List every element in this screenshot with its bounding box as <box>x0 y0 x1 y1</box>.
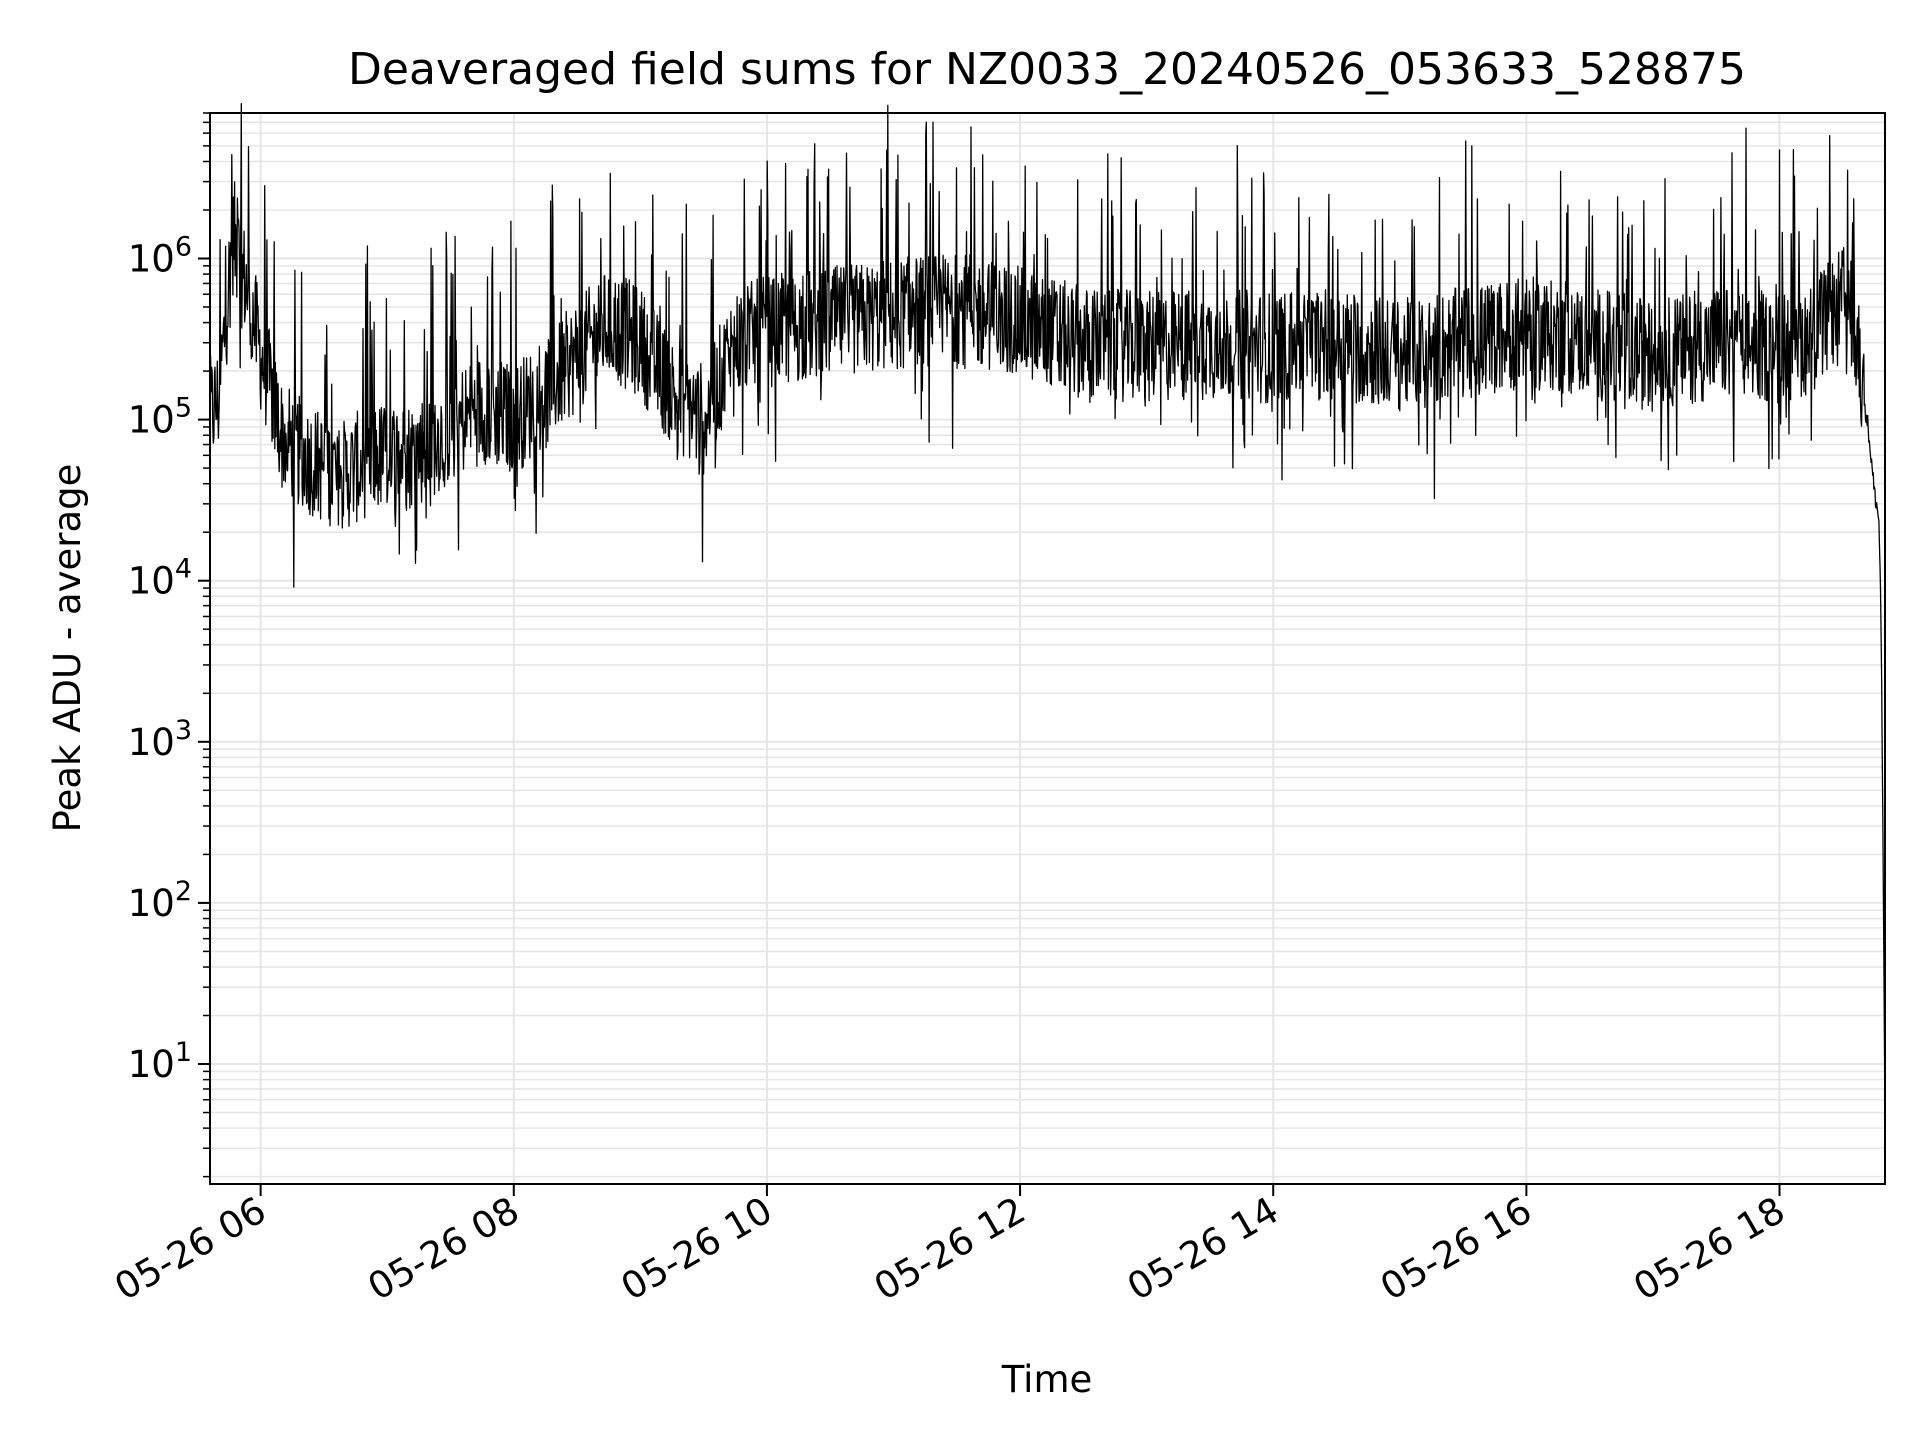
y-tick-label: 106 <box>128 231 192 280</box>
y-axis: 101 102 103 104 105 106 <box>128 112 210 1178</box>
plot-frame <box>209 112 1886 1185</box>
series-line <box>209 102 1886 1123</box>
y-tick-label: 101 <box>128 1037 192 1086</box>
y-tick-label: 102 <box>128 876 192 925</box>
y-axis-label: Peak ADU - average <box>46 464 89 833</box>
chart-title: Deaveraged field sums for NZ0033_2024052… <box>348 44 1746 95</box>
y-tick-label: 105 <box>128 393 192 442</box>
y-tick-label: 104 <box>128 554 192 603</box>
y-tick-label: 103 <box>128 715 192 764</box>
x-axis-label: Time <box>1001 1358 1093 1401</box>
grid <box>210 112 1885 1184</box>
